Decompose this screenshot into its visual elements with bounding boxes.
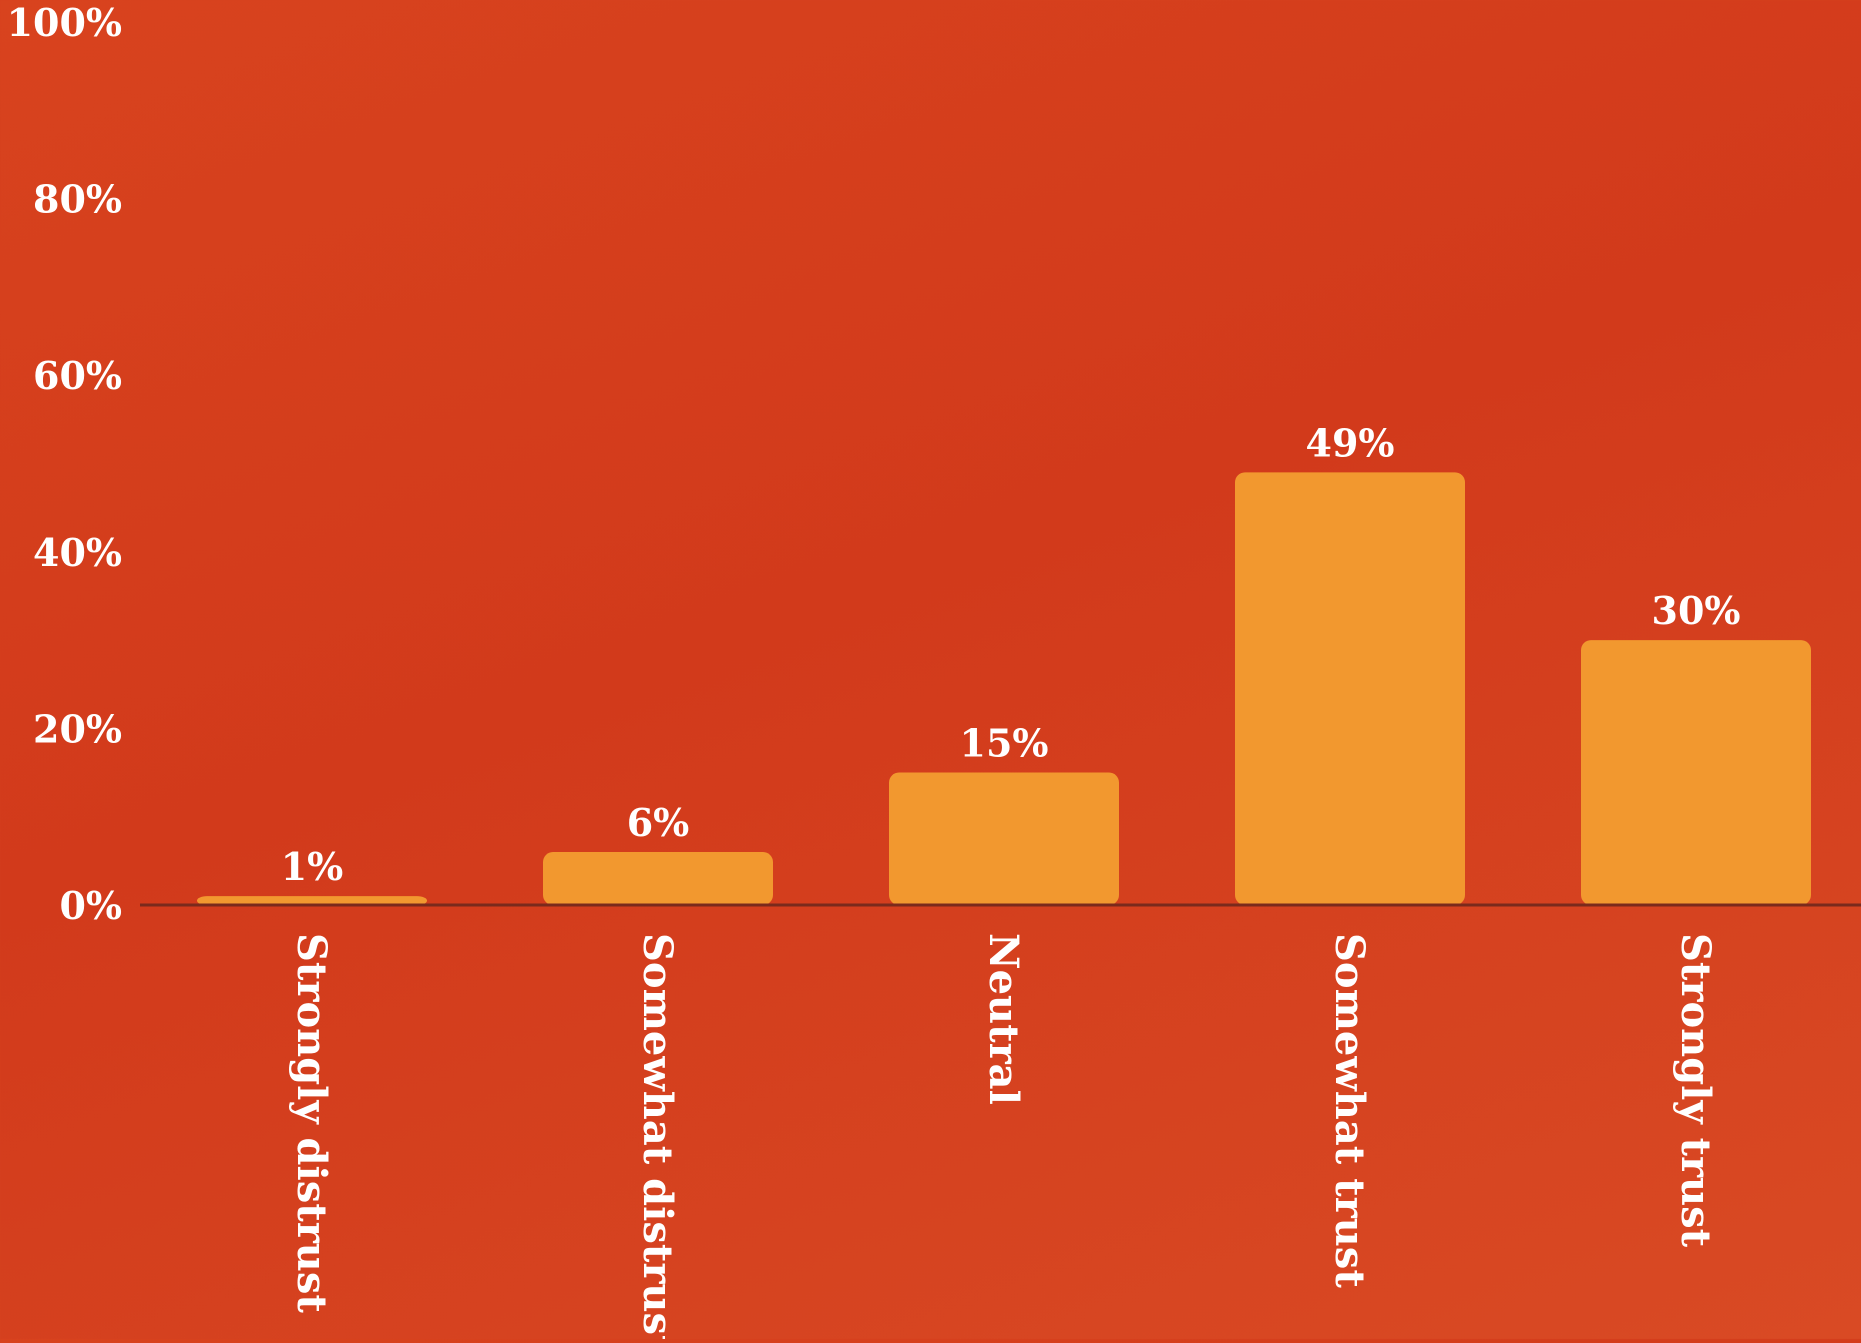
x-tick-label: Strongly distrust <box>288 933 335 1313</box>
bar <box>543 852 773 905</box>
y-axis: 0% 20% 40% 60% 80% 100% <box>7 0 122 928</box>
y-tick-label: 20% <box>33 706 122 751</box>
data-label: 30% <box>1652 588 1741 633</box>
x-tick-label: Strongly trust <box>1672 933 1719 1248</box>
y-tick-label: 0% <box>59 883 122 928</box>
data-label: 6% <box>627 800 690 845</box>
x-axis: Strongly distrust Somewhat distrust Neutra… <box>288 933 1719 1343</box>
data-label: 1% <box>281 844 344 889</box>
bar <box>1235 472 1465 905</box>
y-tick-label: 40% <box>33 530 122 575</box>
y-tick-label: 60% <box>33 353 122 398</box>
y-tick-label: 100% <box>7 0 122 45</box>
x-tick-label: Neutral <box>980 933 1027 1105</box>
value-labels: 1% 6% 15% 49% 30% <box>281 420 1741 889</box>
data-label: 49% <box>1306 420 1395 465</box>
bar <box>1581 640 1811 905</box>
x-tick-label: Somewhat trust <box>1326 933 1373 1288</box>
bar <box>889 772 1119 905</box>
x-tick-label: Somewhat distrust <box>634 933 681 1339</box>
y-tick-label: 80% <box>33 177 122 222</box>
data-label: 15% <box>960 721 1049 766</box>
bars <box>197 472 1811 905</box>
bar <box>197 896 427 905</box>
